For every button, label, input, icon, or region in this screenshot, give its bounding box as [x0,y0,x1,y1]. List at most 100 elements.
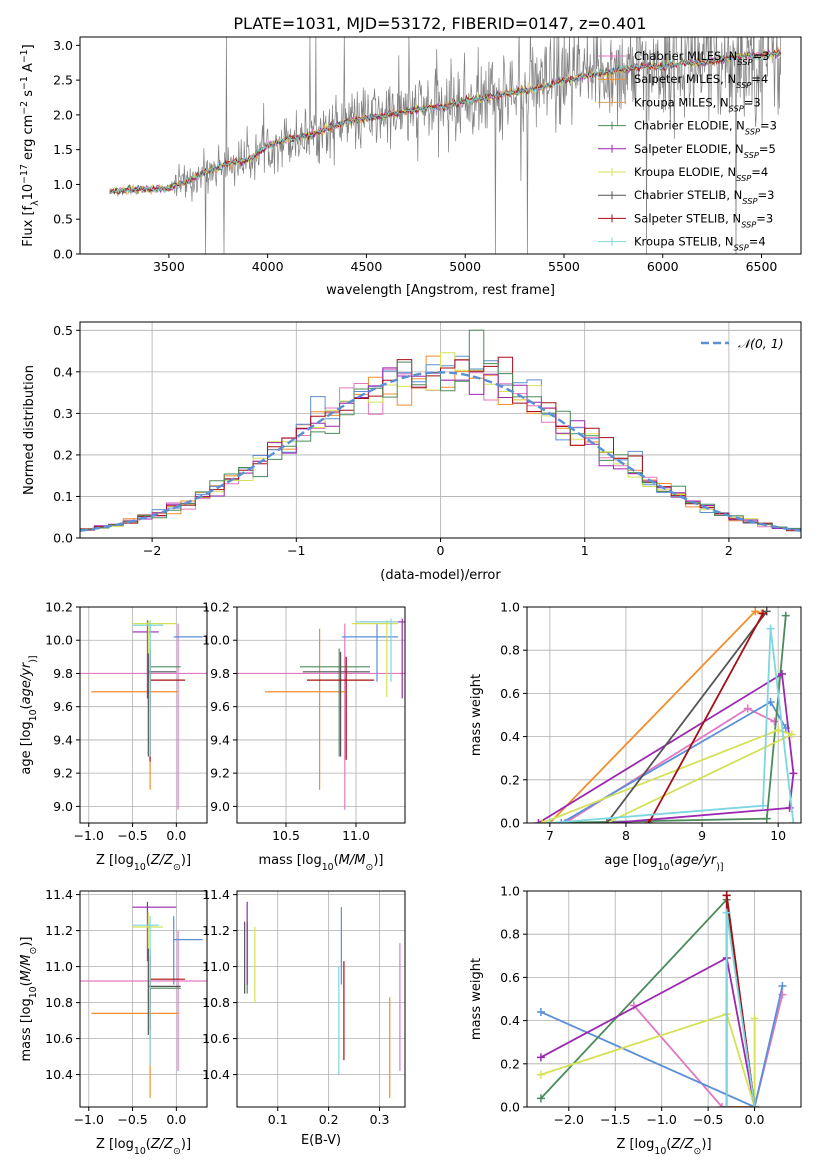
weight-marker [766,624,775,633]
x-axis-label: Z [log10(Z/Z⊙)] [616,1137,711,1157]
weight-line [648,613,764,823]
x-tick-label: −2 [143,543,161,558]
weight-line [606,610,768,823]
figure-title: PLATE=1031, MJD=53172, FIBERID=0147, z=0… [233,14,646,33]
weight-line [549,628,795,823]
y-tick-label: 0.2 [53,447,73,462]
axes-frame [236,890,406,1108]
y-tick-label: 0.6 [500,970,520,985]
y-axis-label: mass weight [469,958,484,1040]
y-tick-label: 0.5 [53,212,73,227]
y-tick-label: 0.0 [500,816,520,831]
y-tick-label: 0.8 [500,643,520,658]
histogram-step-line [80,329,801,530]
weight-marker [534,819,543,823]
y-tick-label: 10.8 [45,995,73,1010]
weight-marker [778,982,787,991]
weight-line [633,994,784,1107]
x-axis-label: mass [log10(M/M⊙)] [259,853,384,873]
legend-label: Chabrier ELODIE, NSSP=3 [634,119,777,137]
weight-marker [781,611,790,620]
legend-label: Salpeter STELIB, NSSP=3 [634,211,773,229]
weight-marker [536,1070,545,1079]
x-tick-label: −1 [287,543,305,558]
y-tick-label: 11.2 [45,923,73,938]
x-axis-label: wavelength [Angstrom, rest frame] [326,283,555,298]
plot-area [237,618,405,810]
weight-marker [774,726,783,735]
y-tick-label: 0.0 [53,247,73,262]
x-tick-label: −0.5 [117,1112,147,1127]
y-tick-label: 9.0 [210,799,230,814]
axes-frame [236,606,406,824]
x-tick-label: −0.5 [693,1112,723,1127]
x-tick-label: 11.0 [342,828,370,843]
weight-marker [644,819,653,823]
y-axis-label: age [log10(age/yr)] [19,655,39,774]
weight-line [540,985,784,1107]
plot-area [534,607,798,823]
x-tick-label: −1.0 [74,828,104,843]
y-tick-label: 0.4 [500,729,520,744]
y-tick-label: 10.4 [45,1067,73,1082]
plot-area [80,329,801,532]
x-axis-label: (data-model)/error [380,568,501,583]
weight-marker [770,717,779,726]
weight-marker [536,1094,545,1103]
weight-marker [602,819,611,823]
weight-line [537,672,795,823]
x-tick-label: −0.5 [117,828,147,843]
x-tick-label: 6000 [647,259,679,274]
weight-line [725,912,756,1107]
weight-marker [750,1014,759,1023]
weight-marker [545,819,554,823]
axes-frame [79,36,802,255]
y-tick-label: 1.5 [53,142,73,157]
weight-marker [787,730,796,739]
y-tick-label: 2.0 [53,107,73,122]
y-tick-label: 3.0 [53,38,73,53]
model-spectrum-line [109,50,781,195]
weight-marker [743,704,752,713]
y-tick-label: 1.0 [500,884,520,899]
x-tick-label: 3500 [153,259,185,274]
x-tick-label: 10 [770,828,786,843]
plot-area [244,901,401,1098]
y-tick-label: 9.4 [53,732,73,747]
y-tick-label: 0.0 [53,531,73,546]
y-tick-label: 10.0 [45,633,73,648]
plot-area [109,37,782,254]
mass-vs-ebv-panel: 0.1 0.2 0.3 10.4 10.6 10.8 11.0 11.2 11.4 E(B-V) [202,887,406,1148]
x-tick-label: −1.5 [600,1112,630,1127]
y-tick-label: 0.5 [53,323,73,338]
x-tick-label: 8 [622,828,630,843]
y-tick-label: 11.0 [45,959,73,974]
y-tick-label: 9.0 [53,799,73,814]
axes-frame [526,606,802,824]
age-vs-metallicity-panel: −1.0 −0.5 0.0 9.0 9.2 9.4 9.6 9.8 10.0 10.2 Z [log… [19,600,208,873]
x-tick-label: 5500 [548,259,580,274]
x-axis-label: E(B-V) [301,1133,341,1148]
age-vs-mass-panel: 10.5 11.0 9.0 9.2 9.4 9.6 9.8 10.0 10.2 mass [log… [202,600,406,873]
weight-marker [777,669,786,678]
y-axis-label: mass [log10(M/M⊙)] [19,937,39,1062]
legend-label: Kroupa STELIB, NSSP=4 [634,235,766,253]
weight-marker [536,1053,545,1062]
y-axis-label: Flux [fλ10−17 erg cm−2 s−1 A−1] [19,44,41,246]
y-tick-label: 10.8 [202,995,230,1010]
x-axis-label: age [log10(age/yr)] [604,853,723,873]
weight-line [540,1012,756,1107]
y-tick-label: 10.0 [202,633,230,648]
x-tick-label: −1.0 [74,1112,104,1127]
weight-line [541,729,795,823]
x-tick-label: 0.0 [166,828,186,843]
weight-line [549,615,787,823]
y-axis-label: Normed distribution [22,365,37,495]
y-tick-label: 9.2 [53,766,73,781]
weight-marker [536,1007,545,1016]
y-tick-label: 9.6 [210,699,230,714]
residuals-histogram-panel: −2 −1 0 1 2 0.0 0.1 0.2 0.3 0.4 0.5 (data-model)/er… [22,321,802,583]
y-tick-label: 0.6 [500,686,520,701]
y-tick-label: 0.3 [53,406,73,421]
y-tick-label: 10.2 [202,600,230,615]
